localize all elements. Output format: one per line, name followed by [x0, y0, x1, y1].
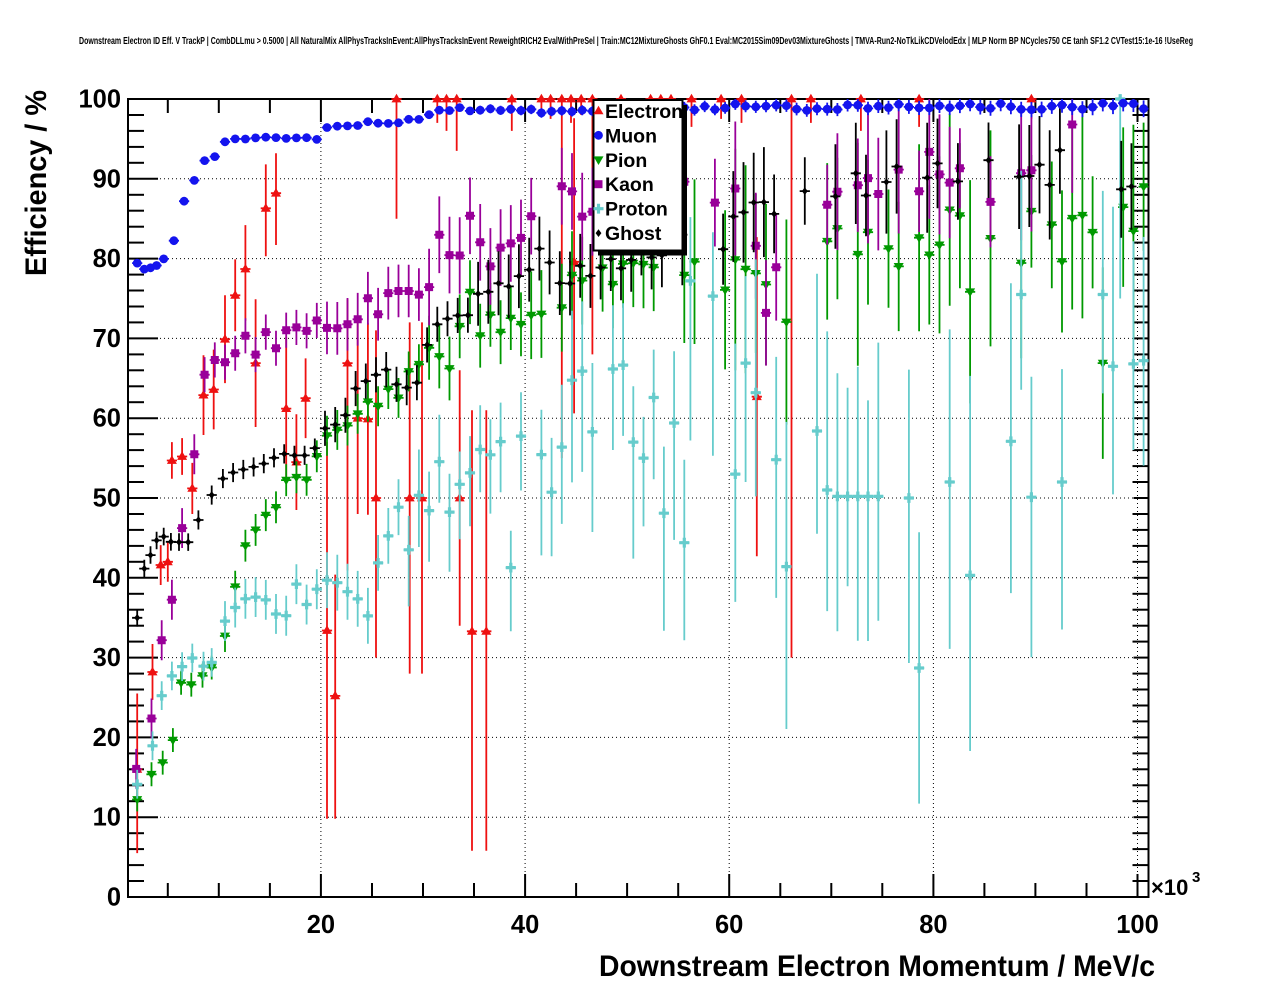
svg-text:Pion: Pion — [605, 150, 647, 172]
svg-text:100: 100 — [78, 86, 121, 114]
svg-text:90: 90 — [93, 165, 121, 193]
svg-text:3: 3 — [1192, 869, 1200, 886]
svg-text:Downstream Electron Momentum /: Downstream Electron Momentum / MeV/c — [599, 950, 1155, 983]
svg-text:60: 60 — [715, 911, 743, 939]
svg-text:100: 100 — [1116, 911, 1159, 939]
svg-text:60: 60 — [93, 405, 121, 433]
svg-text:×10: ×10 — [1151, 875, 1188, 900]
svg-text:40: 40 — [93, 564, 121, 592]
svg-text:50: 50 — [93, 485, 121, 513]
svg-text:80: 80 — [93, 245, 121, 273]
svg-text:Proton: Proton — [605, 199, 668, 221]
svg-text:Ghost: Ghost — [605, 223, 662, 245]
svg-text:40: 40 — [511, 911, 539, 939]
svg-text:0: 0 — [107, 884, 121, 912]
svg-text:Kaon: Kaon — [605, 174, 654, 196]
svg-text:Downstream Electron ID Eff. V: Downstream Electron ID Eff. V TrackP | C… — [79, 36, 1193, 47]
svg-text:Efficiency / %: Efficiency / % — [20, 90, 53, 276]
svg-text:Muon: Muon — [605, 125, 657, 147]
svg-text:70: 70 — [93, 325, 121, 353]
svg-text:20: 20 — [93, 724, 121, 752]
svg-text:Electron: Electron — [605, 101, 683, 123]
svg-text:80: 80 — [919, 911, 947, 939]
svg-text:20: 20 — [307, 911, 335, 939]
svg-text:10: 10 — [93, 804, 121, 832]
svg-text:30: 30 — [93, 644, 121, 672]
